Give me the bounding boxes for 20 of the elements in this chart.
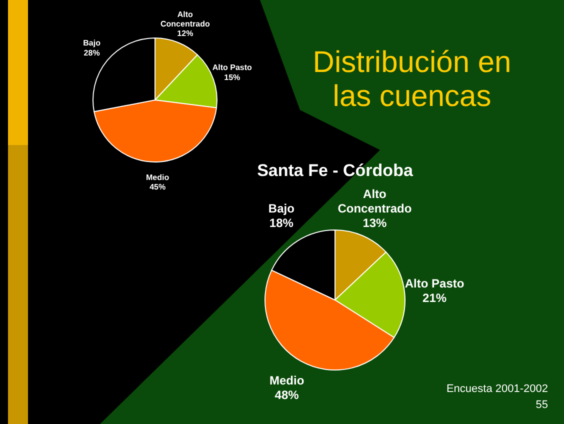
chart-title: Santa Fe - Córdoba (257, 161, 414, 180)
data-label: 28% (84, 48, 100, 58)
slice-label: Medio (146, 172, 170, 182)
data-label: 18% (269, 216, 294, 230)
text: 55 (536, 399, 548, 411)
data-label: 15% (224, 72, 240, 82)
data-label: 21% (422, 290, 447, 305)
data-label: 48% (274, 388, 300, 402)
text: Encuesta 2001-2002 (446, 383, 548, 395)
text: Distribución en las cuencas (312, 46, 512, 113)
slice-label: Bajo (268, 202, 294, 216)
data-label: 45% (150, 182, 166, 192)
data-label: 12% (177, 29, 194, 38)
slice-label: Bajo (83, 38, 101, 48)
slice-label: Alto Pasto (212, 63, 252, 72)
data-label: 13% (362, 216, 388, 230)
slice-label: Medio (269, 374, 304, 388)
slice-label: Alto Pasto (404, 276, 464, 291)
slice-label: Alto Concentrado (160, 10, 210, 29)
slice-label: Alto Concentrado (338, 187, 412, 216)
